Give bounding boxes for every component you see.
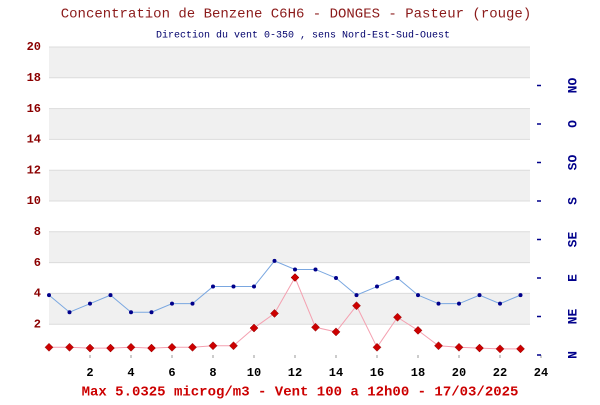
y2-tick-label: NO: [565, 78, 580, 94]
x-tick-label: 2: [86, 366, 93, 380]
data-point: [47, 293, 51, 298]
data-point: [436, 301, 441, 306]
data-point: [106, 343, 115, 353]
data-point: [413, 326, 423, 335]
data-point: [270, 309, 279, 318]
data-point: [416, 293, 420, 298]
data-point: [311, 322, 320, 332]
chart-title: Concentration de Benzene C6H6 - DONGES -…: [61, 7, 531, 23]
y-tick-label: 16: [27, 102, 41, 116]
chart-subtitle: Direction du vent 0-350 , sens Nord-Est-…: [156, 30, 450, 42]
data-point: [498, 301, 502, 306]
data-point: [290, 273, 300, 282]
data-point: [190, 301, 195, 306]
data-point: [229, 341, 238, 351]
data-point: [67, 310, 72, 315]
y2-tick-label: SE: [565, 232, 580, 248]
data-point: [272, 258, 277, 263]
y-tick-label: 12: [27, 163, 41, 177]
y-tick-label: 8: [34, 225, 41, 239]
data-point: [516, 344, 525, 354]
data-point: [126, 342, 136, 352]
data-point: [252, 284, 256, 289]
x-tick-label: 24: [534, 366, 548, 380]
data-point: [518, 293, 523, 298]
data-point: [331, 327, 341, 337]
data-point: [147, 343, 156, 353]
x-tick-label: 6: [168, 366, 175, 380]
data-point: [167, 342, 177, 352]
grid-band: [49, 170, 530, 201]
data-point: [293, 267, 297, 272]
data-point: [334, 276, 338, 280]
data-point: [477, 293, 482, 298]
data-point: [188, 342, 197, 352]
y-tick-label: 6: [34, 256, 41, 270]
data-point: [434, 341, 443, 351]
x-tick-label: 16: [370, 366, 384, 380]
y-tick-label: 14: [27, 133, 41, 147]
data-point: [372, 342, 382, 352]
y-tick-label: 20: [27, 40, 41, 54]
data-point: [313, 267, 318, 272]
data-point: [454, 342, 464, 352]
chart-footer: Max 5.0325 microg/m3 - Vent 100 a 12h00 …: [82, 385, 519, 400]
grid-band: [49, 47, 530, 78]
data-point: [129, 310, 133, 315]
data-point: [108, 293, 113, 298]
data-point: [88, 301, 92, 306]
grid-band: [49, 293, 530, 325]
x-tick-label: 18: [411, 366, 425, 380]
grid-band: [49, 108, 530, 140]
data-point: [249, 323, 259, 333]
data-point: [375, 284, 379, 289]
data-point: [395, 276, 400, 280]
data-point: [208, 341, 218, 351]
y2-tick-label: NE: [565, 309, 580, 325]
data-point: [231, 284, 236, 289]
y-tick-label: 10: [27, 194, 41, 208]
data-point: [85, 343, 95, 353]
x-tick-label: 10: [247, 366, 261, 380]
data-point: [170, 301, 174, 306]
data-point: [475, 343, 484, 353]
y2-tick-label: N: [565, 351, 580, 359]
x-tick-label: 4: [127, 366, 134, 380]
data-point: [457, 301, 461, 306]
data-point: [495, 344, 505, 354]
y-tick-label: 4: [34, 287, 41, 301]
data-point: [393, 312, 402, 322]
x-tick-label: 20: [452, 366, 466, 380]
data-point: [211, 284, 215, 289]
data-point: [44, 342, 54, 352]
data-point: [149, 310, 154, 315]
data-point: [354, 293, 359, 298]
grid-band: [49, 231, 530, 263]
y-tick-label: 18: [27, 71, 41, 85]
x-tick-label: 14: [329, 366, 343, 380]
data-point: [352, 301, 361, 311]
y2-tick-label: S: [565, 197, 580, 205]
x-tick-label: 8: [209, 366, 216, 380]
y-tick-label: 2: [34, 317, 41, 331]
series-line: [48, 260, 521, 313]
x-tick-label: 22: [493, 366, 507, 380]
y2-tick-label: E: [565, 274, 580, 282]
y2-tick-label: SO: [565, 155, 580, 171]
y2-tick-label: O: [565, 120, 580, 128]
data-point: [65, 342, 74, 352]
x-tick-label: 12: [288, 366, 302, 380]
